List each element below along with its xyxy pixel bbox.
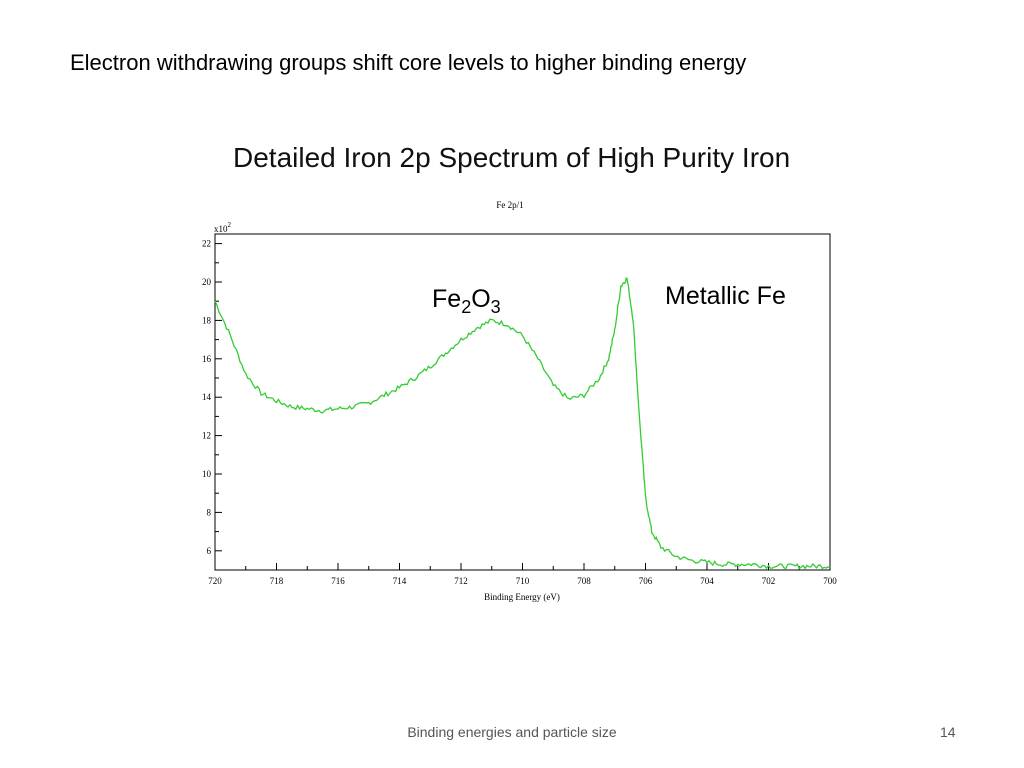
x-tick-label: 714 xyxy=(393,576,407,586)
annotation-fe2o3-sub-2: 2 xyxy=(461,297,471,317)
y-tick-label: 12 xyxy=(202,431,211,441)
y-multiplier-exp: 2 xyxy=(228,221,232,229)
x-tick-label: 718 xyxy=(270,576,284,586)
x-tick-label: 710 xyxy=(516,576,530,586)
series-line xyxy=(214,276,831,570)
y-tick-label: 18 xyxy=(202,315,212,325)
annotation-fe2o3-o: O xyxy=(471,285,490,313)
x-tick-label: 704 xyxy=(700,576,714,586)
y-tick-label: 20 xyxy=(202,277,212,287)
slide-number: 14 xyxy=(940,724,956,740)
y-multiplier-base: x10 xyxy=(214,224,228,234)
x-axis: 720 718 716 714 712 710 708 706 704 702 700 xyxy=(208,563,837,586)
chart-title: Detailed Iron 2p Spectrum of High Purity… xyxy=(233,142,791,173)
x-tick-label: 700 xyxy=(823,576,837,586)
y-tick-label: 8 xyxy=(207,507,212,517)
y-tick-label: 14 xyxy=(202,392,212,402)
y-multiplier-label: x102 xyxy=(214,221,232,234)
spectrum-chart: Fe 2p/1 x102 720 718 716 714 712 710 708 706 704… xyxy=(202,200,837,602)
footer-text: Binding energies and particle size xyxy=(407,724,617,740)
x-tick-label: 716 xyxy=(331,576,345,586)
x-axis-label: Binding Energy (eV) xyxy=(484,592,560,602)
x-tick-label: 720 xyxy=(208,576,222,586)
y-tick-label: 10 xyxy=(202,469,212,479)
x-tick-label: 712 xyxy=(454,576,468,586)
annotation-metallic-fe: Metallic Fe xyxy=(665,282,786,310)
x-tick-label: 702 xyxy=(762,576,776,586)
y-tick-label: 16 xyxy=(202,354,212,364)
annotation-fe2o3-fe: Fe xyxy=(432,285,461,313)
y-tick-label: 6 xyxy=(207,546,212,556)
x-tick-label: 708 xyxy=(577,576,591,586)
slide-heading: Electron withdrawing groups shift core l… xyxy=(70,50,747,75)
x-tick-label: 706 xyxy=(639,576,653,586)
y-tick-label: 22 xyxy=(202,239,211,249)
chart-subtitle: Fe 2p/1 xyxy=(496,200,523,210)
y-axis: 6 8 10 12 14 16 18 20 22 xyxy=(202,239,222,556)
annotation-fe2o3: Fe2O3 xyxy=(432,285,501,317)
annotation-fe2o3-sub-3: 3 xyxy=(491,297,501,317)
